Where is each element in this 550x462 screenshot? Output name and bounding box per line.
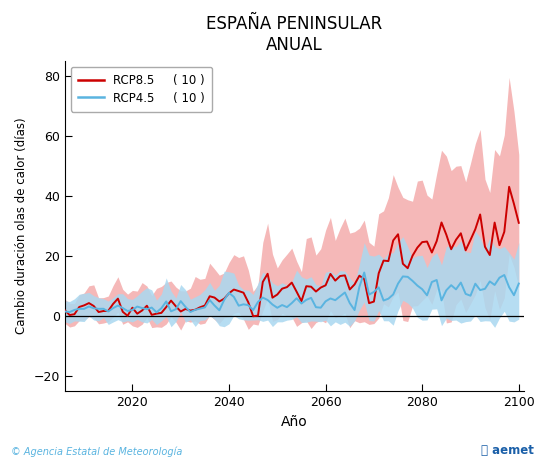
- Y-axis label: Cambio duración olas de calor (días): Cambio duración olas de calor (días): [15, 118, 28, 334]
- Legend: RCP8.5     ( 10 ), RCP4.5     ( 10 ): RCP8.5 ( 10 ), RCP4.5 ( 10 ): [71, 67, 212, 112]
- Text: © Agencia Estatal de Meteorología: © Agencia Estatal de Meteorología: [11, 447, 183, 457]
- Title: ESPAÑA PENINSULAR
ANUAL: ESPAÑA PENINSULAR ANUAL: [206, 15, 382, 54]
- X-axis label: Año: Año: [281, 414, 307, 429]
- Text: 🐦 aemet: 🐦 aemet: [481, 444, 534, 457]
